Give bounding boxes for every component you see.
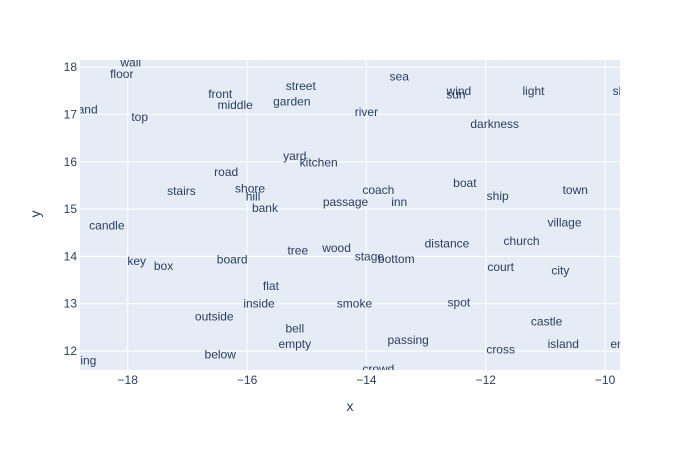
y-tick-label: 18 — [64, 60, 78, 74]
y-tick-label: 17 — [64, 107, 78, 121]
y-tick-label: 13 — [64, 297, 78, 311]
point-label: stage — [355, 249, 385, 263]
x-axis-title: x — [347, 398, 354, 414]
point-label: bottom — [378, 252, 415, 266]
x-tick-label: −10 — [595, 373, 616, 387]
point-label: spot — [448, 295, 471, 309]
plot-background — [80, 60, 620, 370]
point-label: wood — [321, 241, 351, 255]
point-label: wall — [119, 55, 141, 69]
point-label: sea — [390, 70, 410, 84]
point-label: cross — [486, 343, 515, 357]
point-label: below — [205, 347, 237, 361]
x-tick-label: −16 — [237, 373, 258, 387]
point-label: darkness — [470, 117, 519, 131]
point-label: en — [610, 337, 623, 351]
point-label: bank — [252, 201, 279, 215]
point-label: outside — [195, 310, 234, 324]
point-label: key — [127, 254, 146, 268]
point-label: light — [522, 84, 545, 98]
point-label: coach — [362, 183, 394, 197]
point-label: ship — [487, 189, 509, 203]
point-label: kitchen — [300, 156, 338, 170]
point-label: box — [154, 259, 173, 273]
point-label: castle — [531, 314, 563, 328]
point-label: road — [214, 165, 238, 179]
x-axis-ticks: −18 −16 −14 −12 −10 — [118, 373, 616, 387]
y-tick-label: 12 — [64, 344, 78, 358]
point-label: yard — [283, 149, 306, 163]
point-label: river — [355, 105, 378, 119]
point-label: stand — [68, 103, 97, 117]
point-label: passage — [323, 195, 369, 209]
point-label: crowd — [362, 362, 394, 376]
point-label: city — [551, 264, 569, 278]
point-label: island — [548, 337, 579, 351]
y-tick-label: 16 — [64, 155, 78, 169]
point-label: stairs — [167, 184, 196, 198]
point-label: sun — [446, 88, 465, 102]
point-label: church — [504, 234, 540, 248]
point-label: candle — [89, 219, 125, 233]
point-label: hill — [246, 189, 261, 203]
point-label: floor — [110, 67, 133, 81]
point-label: top — [131, 110, 148, 124]
grid-lines — [80, 60, 620, 370]
point-label: distance — [425, 237, 470, 251]
point-label: passing — [387, 333, 428, 347]
y-axis-title: y — [27, 211, 43, 218]
point-label: shore — [235, 182, 265, 196]
point-label: tree — [287, 243, 308, 257]
point-label: village — [547, 215, 581, 229]
x-tick-label: −18 — [118, 373, 139, 387]
point-label: smoke — [337, 297, 373, 311]
point-label: town — [563, 183, 588, 197]
point-label: middle — [217, 98, 253, 112]
point-label: sl — [613, 84, 622, 98]
point-label: front — [208, 87, 233, 101]
y-tick-label: 15 — [64, 202, 78, 216]
point-label: spring — [64, 354, 97, 368]
point-label: garden — [273, 95, 310, 109]
point-label: board — [217, 253, 248, 267]
point-label: boat — [453, 176, 477, 190]
point-label: flat — [263, 279, 280, 293]
point-label: empty — [278, 337, 311, 351]
point-label: inn — [391, 195, 407, 209]
point-label: street — [286, 79, 317, 93]
point-label: inside — [243, 297, 275, 311]
point-label: wind — [446, 84, 472, 98]
x-tick-label: −14 — [356, 373, 377, 387]
point-label: court — [487, 260, 514, 274]
y-tick-label: 14 — [64, 249, 78, 263]
point-label: bell — [285, 321, 304, 335]
y-axis-ticks: 12 13 14 15 16 17 18 — [64, 60, 78, 358]
x-tick-label: −12 — [476, 373, 497, 387]
